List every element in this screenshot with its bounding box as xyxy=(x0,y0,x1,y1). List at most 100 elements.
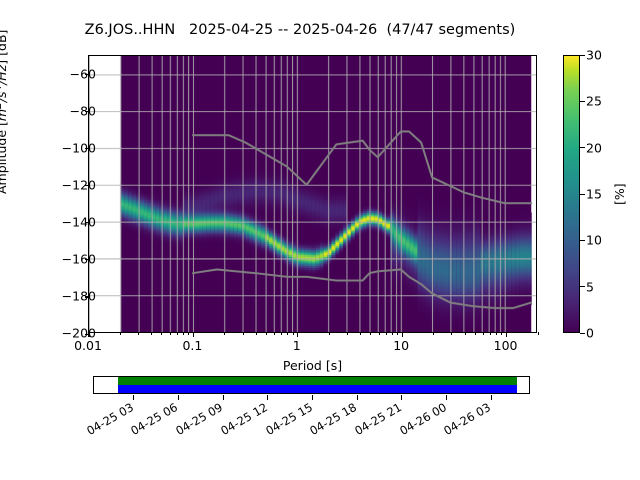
x-axis-minor-tick xyxy=(482,332,484,335)
x-axis-minor-tick xyxy=(474,332,476,335)
timeline-tick-label: 04-25 15 xyxy=(262,400,315,438)
y-axis-label: Amplitude [m2/s4/Hz] [dB] xyxy=(0,29,10,194)
x-axis-minor-tick xyxy=(370,332,372,335)
timeline-tick xyxy=(490,395,492,400)
x-axis-minor-tick xyxy=(537,332,539,335)
x-axis-minor-tick xyxy=(182,332,184,335)
colorbar-tick-label: 15 xyxy=(586,186,602,202)
colorbar-tick-label: 20 xyxy=(586,140,602,156)
colorbar-tick-label: 0 xyxy=(586,325,594,341)
timeline-tick-label: 04-26 03 xyxy=(441,400,494,438)
y-axis-tick xyxy=(84,222,89,224)
x-axis-minor-tick xyxy=(224,332,226,335)
x-axis-minor-tick xyxy=(151,332,153,335)
x-axis-tick-label: 100 xyxy=(493,338,518,353)
x-axis-minor-tick xyxy=(378,332,380,335)
x-axis-minor-tick xyxy=(138,332,140,335)
timeline-tick-label: 04-25 03 xyxy=(84,400,136,438)
colorbar-tick-label: 25 xyxy=(586,93,602,109)
colorbar-tick-label: 5 xyxy=(586,279,594,295)
x-axis-minor-tick xyxy=(161,332,163,335)
colorbar-tick xyxy=(580,239,585,241)
colorbar xyxy=(563,55,580,333)
x-axis-minor-tick xyxy=(464,332,466,335)
colorbar-tick-label: 30 xyxy=(586,47,602,63)
figure-title: Z6.JOS..HHN 2025-04-25 -- 2025-04-26 (47… xyxy=(84,22,516,38)
x-axis-tick xyxy=(401,332,403,337)
timeline-tick-label: 04-25 21 xyxy=(352,400,404,438)
timeline-tick xyxy=(177,395,180,400)
x-axis-minor-tick xyxy=(281,332,283,335)
x-axis-minor-tick xyxy=(385,332,387,335)
x-axis-minor-tick xyxy=(119,332,121,335)
y-axis-tick xyxy=(84,259,89,261)
data-coverage-timeline[interactable] xyxy=(93,376,530,400)
data-coverage-blue xyxy=(117,385,518,393)
x-axis-minor-tick xyxy=(396,332,398,335)
colorbar-tick xyxy=(580,332,585,334)
x-axis-minor-tick xyxy=(495,332,497,335)
x-axis-minor-tick xyxy=(347,332,349,335)
x-axis-tick-label: 0.1 xyxy=(182,338,203,353)
x-axis-tick xyxy=(192,332,194,337)
x-axis-minor-tick xyxy=(242,332,244,335)
timeline-tick-label: 04-26 00 xyxy=(396,400,449,438)
timeline-tick xyxy=(311,395,314,400)
timeline-tick-label: 04-25 12 xyxy=(218,400,270,438)
ppsd-density-plot xyxy=(89,56,536,332)
x-axis-minor-tick xyxy=(489,332,491,335)
data-coverage-green xyxy=(117,377,518,385)
y-axis-tick xyxy=(84,185,89,187)
x-axis-minor-tick xyxy=(451,332,453,335)
y-axis-tick-label: −60 xyxy=(69,66,96,82)
y-axis-tick-label: −200 xyxy=(61,325,96,341)
x-axis-minor-tick xyxy=(176,332,178,335)
timeline-tick-label: 04-25 18 xyxy=(307,400,360,438)
x-axis-minor-tick xyxy=(169,332,171,335)
y-axis-tick-label: −80 xyxy=(69,103,96,119)
y-axis-tick-label: −120 xyxy=(61,177,96,193)
y-axis-tick xyxy=(84,111,89,113)
x-axis-minor-tick xyxy=(391,332,393,335)
x-axis-minor-tick xyxy=(274,332,276,335)
timeline-tick xyxy=(222,395,224,400)
x-axis-tick xyxy=(88,332,90,337)
x-axis-tick-label: 0.01 xyxy=(74,338,102,353)
x-axis-minor-tick xyxy=(255,332,257,335)
x-axis-minor-tick xyxy=(501,332,503,335)
x-axis-tick-label: 1 xyxy=(292,338,301,353)
colorbar-tick-label: 10 xyxy=(586,232,602,248)
timeline-tick xyxy=(445,395,448,400)
x-axis-tick xyxy=(506,332,508,337)
y-axis-tick-label: −100 xyxy=(61,140,96,156)
colorbar-label: [%] xyxy=(612,183,627,205)
timeline-tick xyxy=(356,395,358,400)
timeline-tick-label: 04-25 09 xyxy=(173,400,226,438)
timeline-tick xyxy=(267,395,269,400)
x-axis-minor-tick xyxy=(287,332,289,335)
x-axis-minor-tick xyxy=(433,332,435,335)
timeline-tick xyxy=(133,395,135,400)
colorbar-tick xyxy=(580,286,585,288)
x-axis-minor-tick xyxy=(188,332,190,335)
colorbar-tick xyxy=(580,147,585,149)
y-axis-tick-label: −160 xyxy=(61,251,96,267)
x-axis-minor-tick xyxy=(360,332,362,335)
colorbar-tick xyxy=(580,54,585,56)
y-axis-tick-label: −180 xyxy=(61,288,96,304)
x-axis-minor-tick xyxy=(265,332,267,335)
timeline-tick xyxy=(401,395,403,400)
ppsd-axes[interactable] xyxy=(84,55,539,337)
colorbar-tick xyxy=(580,100,585,102)
y-axis-tick-label: −140 xyxy=(61,214,96,230)
y-axis-tick xyxy=(84,333,89,335)
y-axis-tick xyxy=(84,148,89,150)
x-axis-minor-tick xyxy=(328,332,330,335)
y-axis-tick xyxy=(84,74,89,76)
x-axis-tick-label: 10 xyxy=(393,338,410,353)
timeline-tick-label: 04-25 06 xyxy=(128,400,181,438)
y-axis-tick xyxy=(84,296,89,298)
x-axis-minor-tick xyxy=(292,332,294,335)
colorbar-tick xyxy=(580,193,585,195)
